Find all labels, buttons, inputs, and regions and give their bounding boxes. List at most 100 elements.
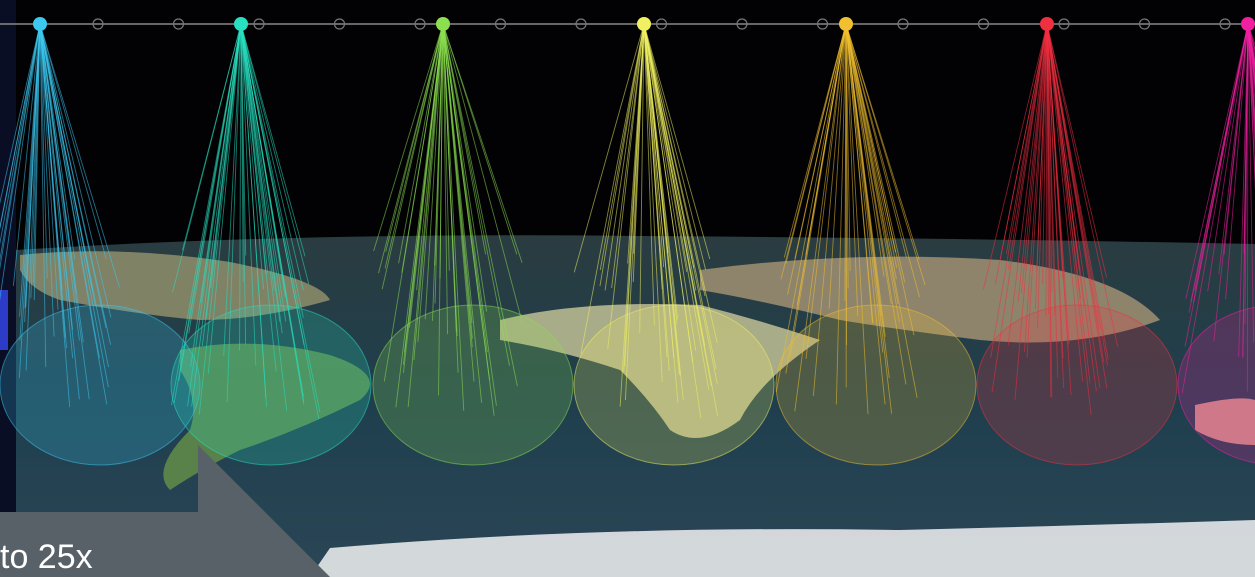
left-strip bbox=[0, 0, 16, 520]
beam bbox=[205, 23, 242, 319]
beam bbox=[442, 23, 473, 348]
antarctica bbox=[310, 520, 1255, 577]
satellite bbox=[436, 17, 450, 31]
footprint bbox=[573, 304, 775, 466]
beam bbox=[1238, 23, 1249, 357]
beam bbox=[643, 23, 680, 375]
beam bbox=[845, 23, 885, 277]
beam bbox=[991, 23, 1048, 393]
beam bbox=[381, 23, 444, 290]
satellite bbox=[234, 17, 248, 31]
beam bbox=[39, 23, 97, 307]
beam bbox=[1046, 23, 1064, 359]
beam bbox=[39, 23, 47, 368]
beam bbox=[643, 23, 707, 270]
beam bbox=[0, 23, 41, 231]
beam bbox=[643, 23, 711, 260]
beam bbox=[442, 23, 523, 263]
beam bbox=[599, 23, 645, 270]
beam bbox=[845, 23, 897, 280]
beam bbox=[442, 23, 488, 312]
beam bbox=[39, 23, 80, 400]
beam bbox=[573, 23, 645, 273]
beam bbox=[1046, 23, 1052, 398]
beam bbox=[775, 23, 847, 393]
satellite bbox=[839, 17, 853, 31]
footprint bbox=[170, 304, 372, 466]
satellite bbox=[33, 17, 47, 31]
beam bbox=[404, 23, 444, 353]
beam bbox=[611, 23, 645, 288]
beam bbox=[398, 23, 444, 264]
beam bbox=[1185, 23, 1249, 299]
beam bbox=[845, 23, 851, 271]
beam bbox=[207, 23, 242, 374]
beam bbox=[812, 23, 847, 396]
beam bbox=[639, 23, 645, 333]
beam bbox=[643, 23, 665, 268]
beam bbox=[24, 23, 41, 323]
beam bbox=[240, 23, 288, 411]
beam bbox=[643, 23, 663, 383]
beam bbox=[1037, 23, 1048, 328]
beam bbox=[39, 23, 100, 359]
beam bbox=[424, 23, 444, 320]
beam bbox=[442, 23, 518, 387]
beam bbox=[39, 23, 55, 337]
beam bbox=[240, 23, 304, 318]
beam bbox=[240, 23, 304, 397]
beam bbox=[982, 23, 1048, 290]
beam bbox=[1207, 23, 1249, 292]
beam bbox=[1046, 23, 1108, 389]
beam bbox=[643, 23, 655, 326]
beam bbox=[1247, 23, 1255, 343]
beam bbox=[828, 23, 847, 309]
beam bbox=[643, 23, 668, 358]
beam bbox=[643, 23, 679, 403]
beam bbox=[239, 23, 242, 351]
beam bbox=[633, 23, 645, 254]
beam bbox=[1225, 23, 1249, 300]
footprint bbox=[775, 304, 977, 466]
beam bbox=[1046, 23, 1092, 416]
orbit-node bbox=[333, 18, 346, 30]
orbit-node bbox=[1138, 18, 1151, 30]
beam bbox=[39, 23, 48, 279]
beam bbox=[401, 23, 444, 273]
beam bbox=[0, 23, 41, 246]
beam bbox=[643, 23, 697, 351]
beam bbox=[181, 23, 242, 251]
beam bbox=[1007, 23, 1048, 346]
beam bbox=[845, 23, 869, 415]
beam bbox=[1046, 23, 1081, 271]
footprint bbox=[0, 304, 201, 466]
beam bbox=[1046, 23, 1083, 382]
beam bbox=[223, 23, 242, 356]
beam bbox=[240, 23, 244, 282]
beam bbox=[845, 23, 890, 379]
beam bbox=[39, 23, 90, 400]
beam bbox=[643, 23, 718, 344]
beam bbox=[240, 23, 281, 322]
beam bbox=[623, 23, 645, 372]
beam bbox=[191, 23, 242, 407]
beam bbox=[442, 23, 510, 366]
beam bbox=[39, 23, 120, 288]
beam bbox=[39, 23, 66, 338]
beam bbox=[643, 23, 697, 291]
satellite bbox=[1241, 17, 1255, 31]
orbit-node bbox=[172, 18, 185, 30]
beam bbox=[845, 23, 859, 316]
beam bbox=[794, 23, 847, 412]
beam bbox=[442, 23, 448, 335]
beam bbox=[1046, 23, 1119, 347]
beam bbox=[607, 23, 645, 349]
beam bbox=[1017, 23, 1048, 302]
beam bbox=[373, 23, 444, 252]
beam bbox=[643, 23, 694, 363]
australia bbox=[1195, 398, 1255, 445]
beam bbox=[240, 23, 264, 290]
footprint bbox=[976, 304, 1178, 466]
